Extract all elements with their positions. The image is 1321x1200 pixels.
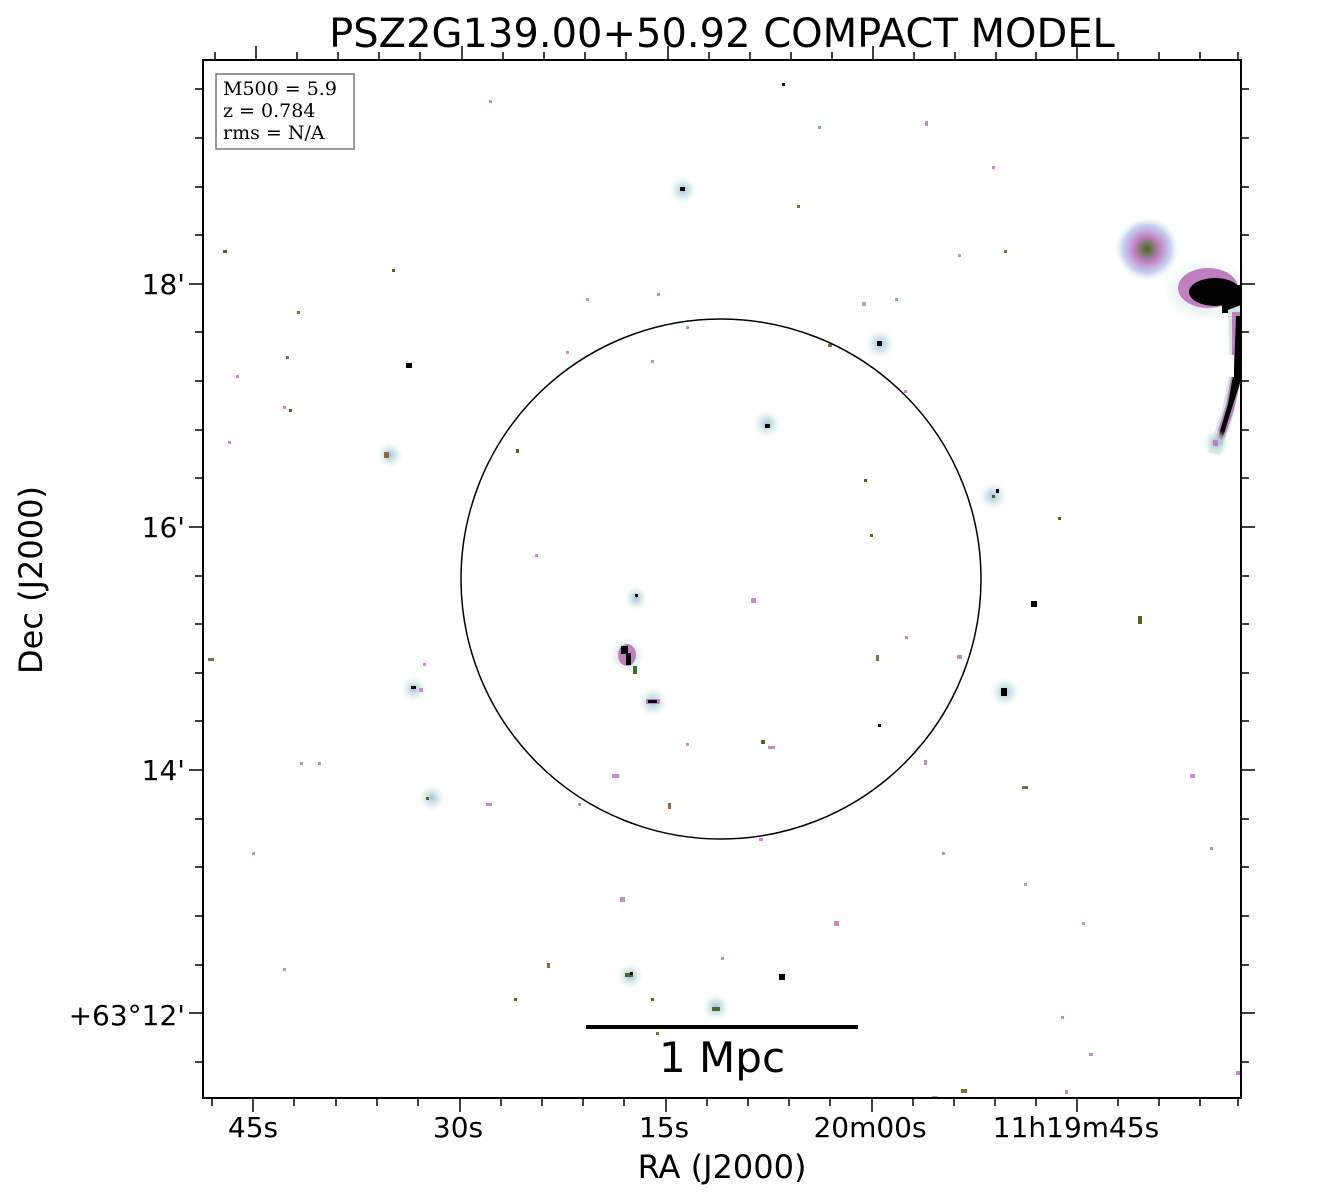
compact-sources bbox=[377, 176, 1020, 1021]
extended-source bbox=[1115, 217, 1241, 457]
x-axis-label: RA (J2000) bbox=[638, 1148, 807, 1186]
info-rms: rms = N/A bbox=[223, 122, 325, 144]
sky-image bbox=[208, 83, 1241, 1098]
x-tick-labels: 45s 30s 15s 20m00s 11h19m45s bbox=[228, 1111, 1159, 1144]
noise-pixels bbox=[208, 83, 1240, 1098]
info-box-frame bbox=[215, 73, 355, 150]
axis-ticks bbox=[189, 46, 1255, 1112]
y-axis-label: Dec (J2000) bbox=[12, 486, 50, 674]
y-tick-label: 16' bbox=[142, 511, 185, 544]
x-tick-label: 20m00s bbox=[813, 1111, 926, 1144]
image-area bbox=[203, 60, 1241, 1098]
y-tick-labels: 18' 16' 14' +63°12' bbox=[69, 268, 185, 1032]
plot-title: PSZ2G139.00+50.92 COMPACT MODEL bbox=[329, 11, 1115, 57]
scale-bar-label: 1 Mpc bbox=[659, 1033, 785, 1082]
scale-bar: 1 Mpc bbox=[586, 1025, 858, 1082]
x-tick-label: 11h19m45s bbox=[993, 1111, 1160, 1144]
y-tick-label: 18' bbox=[142, 268, 185, 301]
y-tick-label: +63°12' bbox=[69, 999, 185, 1032]
info-redshift: z = 0.784 bbox=[223, 100, 315, 122]
info-box: M500 = 5.9 z = 0.784 rms = N/A bbox=[215, 73, 355, 150]
aperture-circle bbox=[460, 318, 982, 840]
x-tick-label: 45s bbox=[228, 1111, 278, 1144]
x-tick-label: 15s bbox=[639, 1111, 689, 1144]
info-mass: M500 = 5.9 bbox=[223, 78, 337, 100]
plot-frame bbox=[202, 59, 1242, 1099]
x-tick-label: 30s bbox=[433, 1111, 483, 1144]
y-tick-label: 14' bbox=[142, 754, 185, 787]
